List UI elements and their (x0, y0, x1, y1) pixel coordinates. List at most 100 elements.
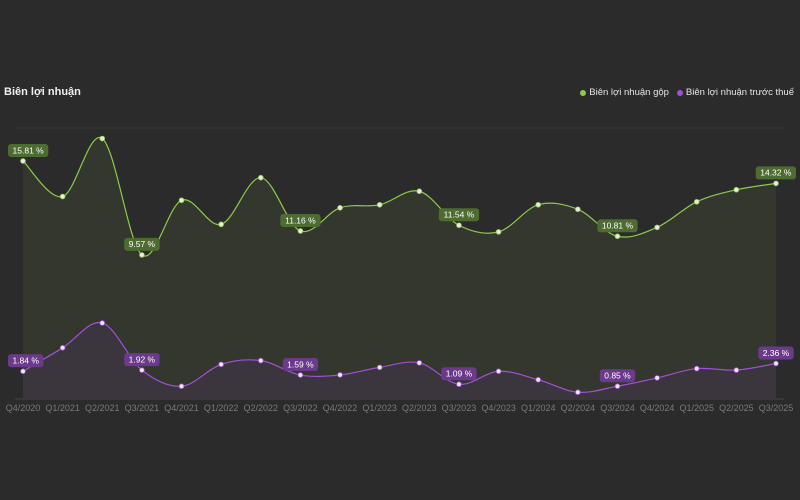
legend-item-pretax-margin[interactable]: Biên lợi nhuận trước thuế (676, 87, 794, 98)
data-label-badge-gross-margin (597, 219, 638, 233)
x-tick-label: Q2/2022 (244, 403, 279, 413)
data-point-pretax-margin (535, 376, 542, 383)
x-tick-label: Q4/2022 (323, 403, 358, 413)
data-label-pretax-margin: 1.59 % (282, 358, 319, 372)
data-point-pretax-margin (376, 364, 383, 371)
data-label-badge-gross-margin (8, 143, 49, 157)
area-gross-margin (23, 137, 776, 399)
legend-item-gross-margin[interactable]: Biên lợi nhuận gộp (580, 87, 669, 98)
data-label-badge-gross-margin (438, 208, 480, 222)
data-label-text-pretax-margin: 0.85 % (604, 371, 631, 381)
data-label-text-gross-margin: 15.81 % (13, 145, 45, 155)
data-label-pretax-margin: 1.92 % (124, 353, 160, 367)
x-tick-label: Q4/2020 (6, 403, 41, 413)
data-label-gross-margin: 11.16 % (280, 213, 321, 227)
data-label-pretax-margin: 2.36 % (758, 346, 794, 360)
data-point-pretax-margin (257, 357, 264, 364)
legend: Biên lợi nhuận gộp Biên lợi nhuận trước … (580, 87, 794, 98)
data-label-pretax-margin: 0.85 % (599, 369, 636, 383)
data-point-pretax-margin (337, 372, 343, 378)
data-point-gross-margin (773, 180, 779, 187)
data-point-gross-margin (693, 198, 700, 205)
data-point-gross-margin (456, 222, 462, 229)
data-label-badge-pretax-margin (282, 358, 319, 372)
data-label-badge-pretax-margin (8, 354, 44, 368)
data-label-text-gross-margin: 11.16 % (285, 215, 316, 225)
x-tick-label: Q4/2021 (164, 403, 199, 413)
x-tick-label: Q4/2024 (640, 403, 675, 413)
legend-dot-gross-margin (580, 89, 587, 96)
x-tick-label: Q1/2023 (362, 403, 397, 413)
data-point-pretax-margin (139, 367, 145, 373)
data-label-text-pretax-margin: 1.59 % (287, 359, 314, 369)
legend-dot-pretax-margin (676, 89, 683, 96)
data-label-badge-gross-margin (755, 166, 796, 180)
x-tick-label: Q3/2023 (442, 403, 477, 413)
data-point-gross-margin (733, 186, 740, 193)
data-point-pretax-margin (773, 360, 779, 367)
data-point-gross-margin (178, 197, 185, 204)
data-point-gross-margin (575, 206, 581, 213)
data-point-pretax-margin (614, 383, 621, 390)
data-point-pretax-margin (59, 345, 66, 351)
data-label-pretax-margin: 1.84 % (8, 354, 44, 368)
data-point-pretax-margin (575, 389, 581, 396)
data-label-pretax-margin: 1.09 % (441, 367, 477, 381)
data-point-gross-margin (20, 158, 26, 164)
data-point-pretax-margin (654, 375, 660, 381)
data-point-gross-margin (614, 233, 621, 240)
data-label-text-gross-margin: 11.54 % (444, 210, 475, 220)
data-label-gross-margin: 9.57 % (124, 237, 160, 251)
data-label-text-gross-margin: 10.81 % (602, 221, 634, 231)
data-point-gross-margin (416, 188, 423, 195)
data-point-pretax-margin (218, 361, 224, 368)
data-point-gross-margin (337, 204, 343, 211)
data-point-gross-margin (99, 135, 106, 142)
data-label-gross-margin: 10.81 % (597, 219, 638, 233)
x-tick-label: Q2/2023 (402, 403, 437, 413)
data-label-badge-gross-margin (124, 237, 160, 251)
data-point-gross-margin (376, 201, 383, 208)
data-point-pretax-margin (20, 368, 26, 375)
data-point-pretax-margin (693, 365, 700, 372)
x-tick-label: Q2/2025 (719, 403, 754, 413)
x-tick-label: Q3/2021 (125, 403, 160, 413)
data-label-badge-pretax-margin (441, 367, 477, 381)
data-label-badge-pretax-margin (758, 346, 794, 360)
data-point-pretax-margin (297, 372, 304, 378)
data-point-gross-margin (218, 221, 224, 228)
data-point-pretax-margin (733, 367, 740, 373)
data-point-gross-margin (297, 228, 304, 234)
data-point-pretax-margin (99, 320, 106, 326)
data-point-gross-margin (654, 224, 660, 231)
x-tick-label: Q1/2025 (679, 403, 714, 413)
data-point-gross-margin (59, 193, 66, 200)
chart-title: Biên lợi nhuận (4, 86, 81, 98)
data-point-gross-margin (139, 252, 145, 258)
x-tick-label: Q4/2023 (481, 403, 516, 413)
data-point-gross-margin (257, 174, 264, 181)
x-tick-label: Q1/2024 (521, 403, 556, 413)
data-label-badge-pretax-margin (124, 353, 160, 367)
x-tick-label: Q3/2025 (759, 403, 794, 413)
x-tick-label: Q2/2024 (561, 403, 596, 413)
data-point-pretax-margin (456, 381, 462, 388)
x-tick-label: Q1/2022 (204, 403, 239, 413)
x-tick-label: Q2/2021 (85, 403, 120, 413)
data-label-text-pretax-margin: 1.09 % (446, 369, 473, 379)
data-label-text-gross-margin: 9.57 % (129, 239, 156, 249)
data-label-text-pretax-margin: 1.84 % (12, 356, 39, 366)
legend-label-pretax-margin: Biên lợi nhuận trước thuế (685, 87, 794, 98)
data-label-gross-margin: 11.54 % (438, 208, 480, 222)
data-label-gross-margin: 14.32 % (755, 166, 796, 180)
data-label-badge-gross-margin (280, 213, 321, 227)
data-point-gross-margin (495, 229, 502, 235)
area-pretax-margin (23, 322, 776, 399)
data-label-badge-pretax-margin (599, 369, 636, 383)
x-tick-label: Q3/2024 (600, 403, 635, 413)
legend-label-gross-margin: Biên lợi nhuận gộp (589, 87, 669, 98)
x-tick-label: Q3/2022 (283, 403, 318, 413)
x-tick-label: Q1/2021 (45, 403, 80, 413)
data-point-pretax-margin (178, 383, 185, 390)
